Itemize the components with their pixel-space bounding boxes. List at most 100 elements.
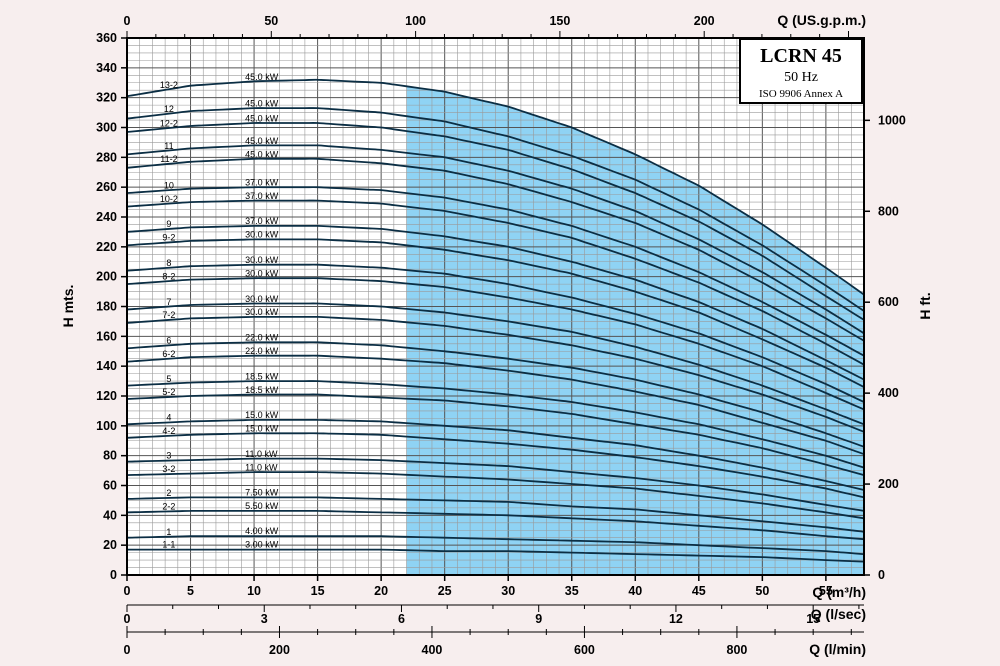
curve-power-label: 11.0 kW	[245, 449, 278, 459]
y-tick-label: 180	[96, 300, 117, 314]
x-tick-label: 0	[124, 584, 131, 598]
ft-tick-label: 1000	[878, 113, 906, 127]
pump-curve	[126, 186, 865, 357]
pump-curve	[126, 78, 865, 296]
x-tick-label: 40	[628, 584, 642, 598]
y-tick-label: 240	[96, 210, 117, 224]
curve-stage-label: 9	[166, 219, 171, 229]
title-box: LCRN 45 50 Hz ISO 9906 Annex A	[739, 38, 863, 104]
curve-power-label: 45.0 kW	[245, 72, 279, 82]
gpm-tick-label: 150	[549, 14, 570, 28]
lmin-tick-label: 200	[269, 643, 290, 657]
y-tick-label: 120	[96, 389, 117, 403]
gpm-tick-label: 0	[124, 14, 131, 28]
curve-power-label: 30.0 kW	[245, 255, 279, 265]
curve-stage-label: 2	[166, 488, 171, 498]
x-tick-label: 10	[247, 584, 261, 598]
curve-power-label: 22.0 kW	[245, 346, 279, 356]
curve-power-label: 15.0 kW	[245, 424, 279, 434]
curve-power-label: 37.0 kW	[245, 216, 279, 226]
curve-stage-label: 11	[164, 141, 173, 151]
y-tick-label: 40	[103, 508, 117, 522]
x-axis-lmin-title: Q (l/min)	[809, 641, 866, 657]
ls-tick-label: 3	[261, 612, 268, 626]
pump-curve	[126, 393, 865, 476]
curve-stage-label: 8	[166, 258, 171, 268]
ls-tick-label: 6	[398, 612, 405, 626]
curve-stage-label: 4-2	[162, 426, 175, 436]
curve-stage-label: 8-2	[162, 271, 175, 281]
x-tick-label: 30	[501, 584, 515, 598]
pump-curve	[126, 341, 865, 448]
curve-power-label: 4.00 kW	[245, 526, 279, 536]
pump-curve	[126, 457, 865, 512]
curve-power-label: 30.0 kW	[245, 307, 279, 317]
curve-stage-label: 2-2	[162, 501, 175, 511]
ls-tick-label: 0	[124, 612, 131, 626]
curve-power-label: 45.0 kW	[245, 99, 279, 109]
x-axis-title: Q (m³/h)	[812, 584, 866, 600]
chart-subtitle: 50 Hz	[784, 70, 818, 85]
x-tick-label: 5	[187, 584, 194, 598]
curve-power-label: 7.50 kW	[245, 487, 279, 497]
x-tick-label: 35	[565, 584, 579, 598]
pump-curve	[126, 548, 865, 563]
pump-curve	[126, 354, 865, 456]
curve-stage-label: 11-2	[160, 154, 177, 164]
pump-curve	[126, 509, 865, 541]
pump-curve	[126, 107, 865, 312]
axes: 0204060801001201401601802002202402602803…	[96, 14, 906, 657]
curve-stage-label: 12-2	[160, 118, 178, 128]
curve-power-label: 30.0 kW	[245, 294, 279, 304]
curve-stage-label: 13-2	[160, 80, 178, 90]
curve-stage-label: 6-2	[162, 349, 175, 359]
lmin-tick-label: 600	[574, 643, 595, 657]
curve-stage-label: 6	[166, 336, 171, 346]
curve-stage-label: 5	[166, 374, 171, 384]
curve-stage-label: 1-1	[162, 540, 175, 550]
curve-power-label: 37.0 kW	[245, 191, 279, 201]
pump-curve	[126, 157, 865, 342]
ls-tick-label: 12	[669, 612, 683, 626]
curve-power-label: 3.00 kW	[245, 540, 279, 550]
x-tick-label: 50	[755, 584, 769, 598]
pump-curves	[126, 78, 865, 563]
curve-stage-label: 9-2	[162, 233, 175, 243]
curve-stage-label: 1	[166, 527, 171, 537]
lmin-tick-label: 0	[124, 643, 131, 657]
x-tick-label: 25	[438, 584, 452, 598]
x-tick-label: 45	[692, 584, 706, 598]
gpm-tick-label: 50	[264, 14, 278, 28]
y-tick-label: 260	[96, 180, 117, 194]
y-tick-label: 320	[96, 91, 117, 105]
y-tick-label: 100	[96, 419, 117, 433]
y-tick-label: 160	[96, 329, 117, 343]
pump-curve	[126, 315, 865, 433]
ft-tick-label: 800	[878, 204, 899, 218]
curve-power-label: 15.0 kW	[245, 410, 279, 420]
pump-curve	[126, 144, 865, 335]
pump-curve	[126, 224, 865, 381]
ft-tick-label: 400	[878, 386, 899, 400]
ls-tick-label: 9	[535, 612, 542, 626]
y-tick-label: 220	[96, 240, 117, 254]
curve-stage-label: 3-2	[162, 464, 175, 474]
curve-power-label: 18.5 kW	[245, 385, 279, 395]
y-tick-label: 300	[96, 121, 117, 135]
curve-power-label: 22.0 kW	[245, 333, 279, 343]
pump-curve	[126, 418, 865, 491]
x-tick-label: 55	[819, 584, 833, 598]
x-tick-label: 15	[311, 584, 325, 598]
pump-curve	[126, 277, 865, 411]
curve-power-label: 30.0 kW	[245, 268, 279, 278]
curve-stage-label: 3	[166, 451, 171, 461]
pump-curve	[126, 263, 865, 403]
pump-curve	[126, 380, 865, 469]
y-tick-label: 280	[96, 150, 117, 164]
pump-curve	[126, 238, 865, 388]
x-axis-top-title: Q (US.g.p.m.)	[777, 12, 866, 28]
curve-stage-label: 10	[164, 180, 174, 190]
pump-curve	[126, 496, 865, 533]
